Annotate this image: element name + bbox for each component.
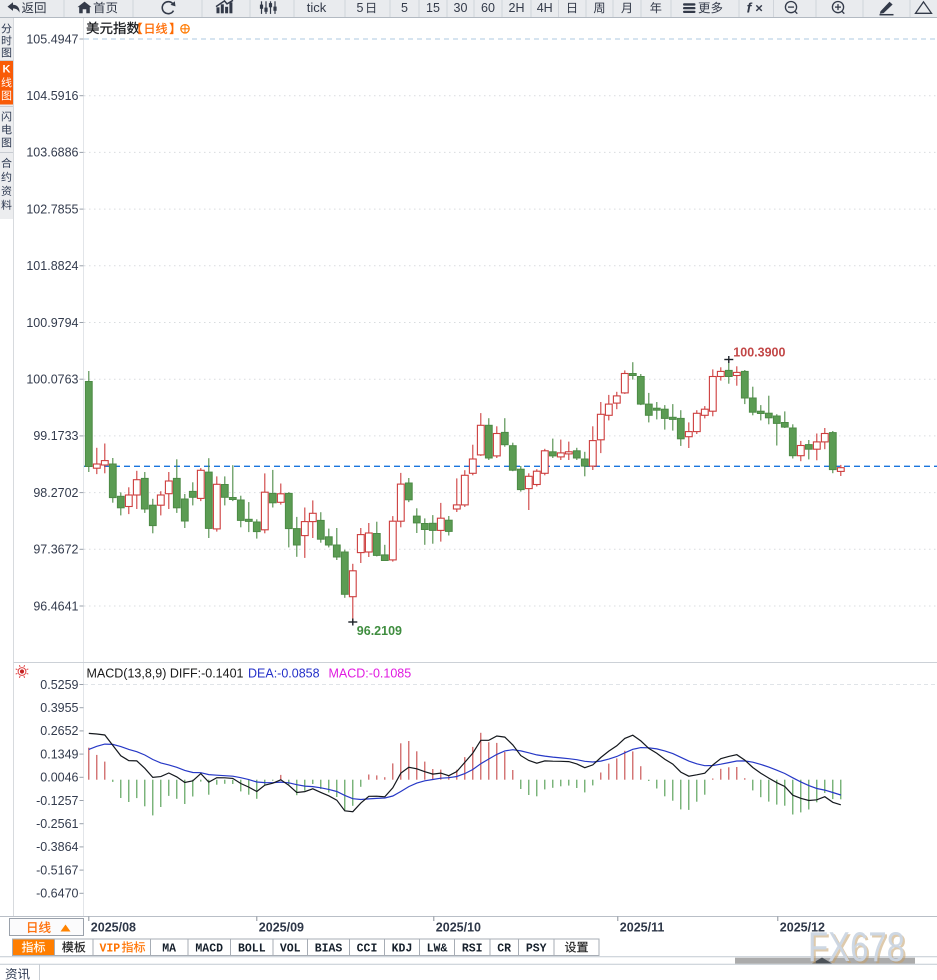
svg-text:100.0763: 100.0763: [26, 373, 78, 387]
svg-text:-0.5167: -0.5167: [36, 863, 78, 877]
svg-text:96.2109: 96.2109: [357, 624, 402, 638]
svg-text:VOL: VOL: [280, 942, 301, 955]
svg-text:-0.2561: -0.2561: [36, 817, 78, 831]
svg-text:97.3672: 97.3672: [33, 543, 78, 557]
svg-text:FX678: FX678: [808, 923, 905, 970]
svg-text:RSI: RSI: [462, 942, 483, 955]
svg-text:5: 5: [401, 1, 408, 15]
svg-text:2025/10: 2025/10: [436, 921, 481, 935]
svg-text:0.2652: 0.2652: [40, 724, 78, 738]
svg-text:-0.3864: -0.3864: [36, 840, 78, 854]
svg-text:-0.1257: -0.1257: [36, 794, 78, 808]
svg-text:K: K: [3, 64, 11, 76]
svg-text:103.6886: 103.6886: [26, 146, 78, 160]
svg-text:PSY: PSY: [526, 942, 547, 955]
svg-text:KDJ: KDJ: [392, 942, 413, 955]
svg-text:104.5916: 104.5916: [26, 89, 78, 103]
svg-text:-0.6470: -0.6470: [36, 887, 78, 901]
svg-text:CCI: CCI: [357, 942, 378, 955]
svg-text:MACD:-0.1085: MACD:-0.1085: [329, 667, 412, 681]
svg-text:98.2702: 98.2702: [33, 486, 78, 500]
svg-text:MACD(13,8,9) DIFF:-0.1401: MACD(13,8,9) DIFF:-0.1401: [87, 667, 244, 681]
svg-text:105.4947: 105.4947: [26, 32, 78, 46]
svg-text:2H: 2H: [509, 1, 525, 15]
svg-text:96.4641: 96.4641: [33, 599, 78, 613]
svg-text:BOLL: BOLL: [238, 942, 266, 955]
svg-text:2025/11: 2025/11: [620, 921, 665, 935]
svg-text:100.3900: 100.3900: [733, 346, 785, 360]
svg-text:100.9794: 100.9794: [26, 316, 78, 330]
svg-text:2025/09: 2025/09: [259, 921, 304, 935]
svg-text:30: 30: [454, 1, 468, 15]
svg-text:0.0046: 0.0046: [40, 771, 78, 785]
svg-text:f: f: [747, 0, 753, 15]
svg-text:0.1349: 0.1349: [40, 747, 78, 761]
svg-text:DEA:-0.0858: DEA:-0.0858: [248, 667, 320, 681]
svg-text:2025/08: 2025/08: [91, 921, 136, 935]
svg-text:5: 5: [357, 1, 364, 15]
svg-text:15: 15: [426, 1, 440, 15]
svg-text:×: ×: [755, 0, 763, 15]
svg-text:2025/12: 2025/12: [780, 921, 825, 935]
svg-text:101.8824: 101.8824: [26, 259, 78, 273]
svg-text:CR: CR: [497, 942, 511, 955]
svg-text:LW&: LW&: [427, 942, 448, 955]
svg-text:4H: 4H: [537, 1, 553, 15]
svg-text:0.3955: 0.3955: [40, 701, 78, 715]
svg-text:FX678: FX678: [810, 925, 907, 972]
svg-text:MA: MA: [162, 942, 176, 955]
svg-text:tick: tick: [307, 0, 327, 15]
svg-text:0.5259: 0.5259: [40, 678, 78, 692]
svg-text:60: 60: [481, 1, 495, 15]
svg-text:MACD: MACD: [195, 942, 223, 955]
svg-text:102.7855: 102.7855: [26, 202, 78, 216]
svg-text:99.1733: 99.1733: [33, 429, 78, 443]
svg-text:BIAS: BIAS: [315, 942, 343, 955]
svg-text:VIP: VIP: [100, 942, 121, 955]
